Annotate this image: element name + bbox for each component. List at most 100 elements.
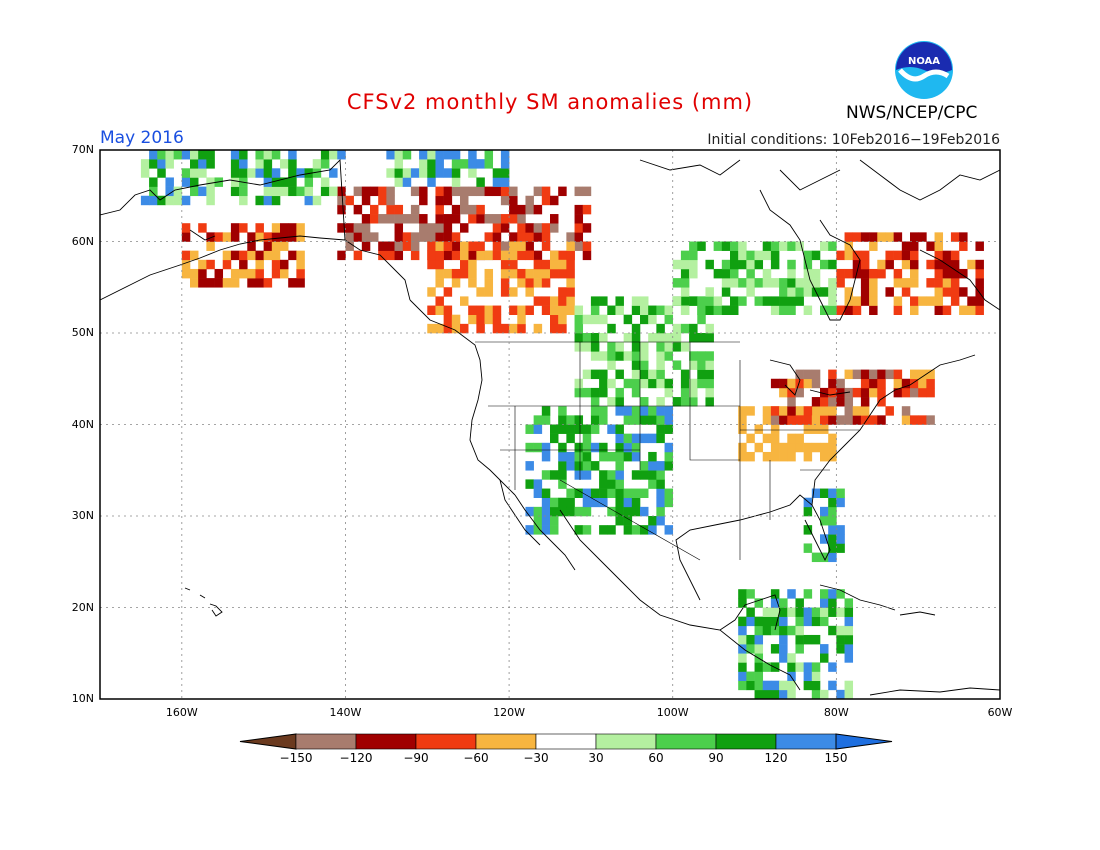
anomaly-cell <box>877 387 886 398</box>
anomaly-cell <box>402 150 412 160</box>
anomaly-cell <box>836 689 845 699</box>
anomaly-cell <box>615 387 624 398</box>
anomaly-cell <box>754 625 764 636</box>
anomaly-cell <box>640 397 649 407</box>
anomaly-cell <box>730 259 739 270</box>
anomaly-cell <box>541 232 551 242</box>
anomaly-cell <box>795 296 804 306</box>
anomaly-cell <box>770 607 780 617</box>
anomaly-cell <box>214 278 224 288</box>
anomaly-cell <box>599 479 608 489</box>
anomaly-cell <box>860 406 870 416</box>
anomaly-cell <box>198 223 207 233</box>
anomaly-cell <box>844 369 854 380</box>
anomaly-cell <box>509 259 518 270</box>
anomaly-cell <box>975 268 984 279</box>
anomaly-cell <box>648 305 657 315</box>
colorbar-segment <box>655 733 717 750</box>
anomaly-cell <box>271 268 281 279</box>
anomaly-cell <box>427 323 436 334</box>
anomaly-cell <box>893 305 903 315</box>
anomaly-cell <box>828 451 837 462</box>
anomaly-cell <box>934 250 944 261</box>
anomaly-cell <box>926 387 935 398</box>
anomaly-cell <box>787 662 796 672</box>
anomaly-cell <box>337 204 346 215</box>
anomaly-cell <box>190 150 199 160</box>
anomaly-cell <box>361 214 371 224</box>
anomaly-cell <box>541 506 551 517</box>
anomaly-cell <box>836 534 845 544</box>
anomaly-cell <box>460 323 469 334</box>
anomaly-cell <box>460 204 469 215</box>
anomaly-cell <box>893 378 903 389</box>
anomaly-cell <box>689 397 698 407</box>
anomaly-cell <box>271 223 281 233</box>
anomaly-cell <box>942 305 952 315</box>
anomaly-cell <box>860 287 870 297</box>
anomaly-cell <box>541 305 551 315</box>
anomaly-cell <box>451 159 461 169</box>
anomaly-cell <box>296 278 305 288</box>
anomaly-cell <box>623 488 633 498</box>
anomaly-cell <box>754 634 764 645</box>
anomaly-cell <box>607 342 616 352</box>
anomaly-cell <box>492 214 502 224</box>
anomaly-cell <box>566 287 575 297</box>
anomaly-cell <box>934 259 944 270</box>
anomaly-cell <box>451 278 461 288</box>
anomaly-cell <box>730 305 739 315</box>
anomaly-cell <box>754 296 764 306</box>
anomaly-cell <box>599 406 608 416</box>
anomaly-cell <box>803 369 813 380</box>
anomaly-cell <box>803 662 813 672</box>
anomaly-cell <box>590 415 600 425</box>
anomaly-cell <box>190 268 199 279</box>
anomaly-cell <box>623 351 633 361</box>
anomaly-cell <box>721 287 731 297</box>
anomaly-cell <box>803 589 813 599</box>
anomaly-cell <box>525 241 534 251</box>
anomaly-cell <box>255 232 264 242</box>
anomaly-cell <box>738 424 747 434</box>
anomaly-cell <box>394 177 404 187</box>
anomaly-cell <box>828 305 837 315</box>
anomaly-cell <box>140 159 150 169</box>
anomaly-cell <box>509 287 518 297</box>
anomaly-cell <box>582 424 592 434</box>
anomaly-cell <box>852 406 862 416</box>
anomaly-cell <box>435 214 444 224</box>
anomaly-cell <box>607 451 616 462</box>
anomaly-cell <box>828 525 837 535</box>
anomaly-cell <box>263 186 273 197</box>
anomaly-cell <box>157 168 166 178</box>
anomaly-cell <box>607 351 616 361</box>
anomaly-cell <box>198 150 207 151</box>
anomaly-cell <box>427 287 436 297</box>
anomaly-cell <box>877 268 886 279</box>
anomaly-cell <box>296 232 305 242</box>
anomaly-cell <box>590 387 600 398</box>
anomaly-cell <box>820 424 829 434</box>
anomaly-cell <box>754 278 764 288</box>
anomaly-cell <box>836 625 845 636</box>
anomaly-cell <box>533 415 543 425</box>
anomaly-cell <box>255 268 264 279</box>
anomaly-cell <box>721 241 731 251</box>
colorbar-segment <box>475 733 537 750</box>
anomaly-cell <box>460 250 469 261</box>
anomaly-cell <box>631 497 641 508</box>
anomaly-cell <box>525 461 534 471</box>
anomaly-cell <box>558 250 567 261</box>
anomaly-cell <box>934 268 944 279</box>
anomaly-cell <box>500 241 510 251</box>
anomaly-cell <box>631 506 641 517</box>
anomaly-cell <box>828 516 837 526</box>
anomaly-cell <box>828 287 837 297</box>
anomaly-cell <box>762 268 772 279</box>
anomaly-cell <box>893 268 903 279</box>
anomaly-cell <box>492 177 502 187</box>
anomaly-cell <box>550 433 559 444</box>
anomaly-cell <box>754 616 764 627</box>
anomaly-cell <box>206 278 215 288</box>
